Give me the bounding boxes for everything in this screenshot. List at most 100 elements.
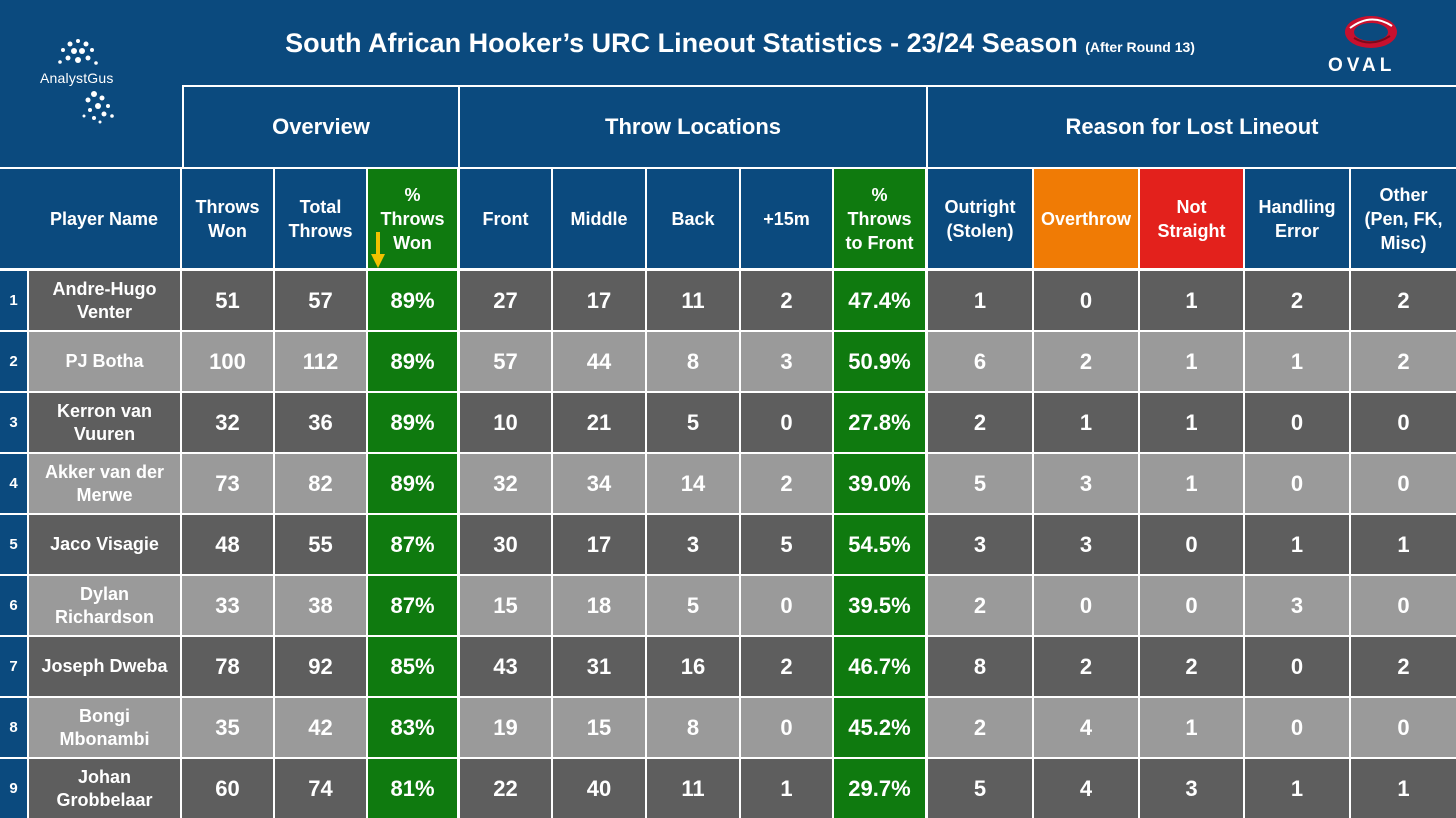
back-cell: 14 <box>647 454 739 513</box>
pctfront-cell: 50.9% <box>834 332 925 391</box>
name-cell: Dylan Richardson <box>29 576 180 635</box>
overthrow-cell: 4 <box>1034 759 1138 818</box>
pctfront-cell: 45.2% <box>834 698 925 757</box>
overthrow-cell: 0 <box>1034 576 1138 635</box>
rank-cell: 9 <box>0 759 27 818</box>
p15-cell: 2 <box>741 454 832 513</box>
col-pct-throws-front: % Throws to Front <box>834 169 925 268</box>
handling-cell: 2 <box>1245 271 1349 330</box>
p15-cell: 2 <box>741 637 832 696</box>
rank-cell: 2 <box>0 332 27 391</box>
back-cell: 8 <box>647 332 739 391</box>
table-row: 7 Joseph Dweba 78 92 85% 43 31 16 2 46.7% 8 2 2 0 2 <box>0 637 1456 696</box>
pctfront-cell: 39.5% <box>834 576 925 635</box>
middle-cell: 21 <box>553 393 645 452</box>
handling-cell: 1 <box>1245 332 1349 391</box>
outright-cell: 2 <box>928 393 1032 452</box>
total-cell: 82 <box>275 454 366 513</box>
notstraight-cell: 1 <box>1140 332 1243 391</box>
col-handling-l1: Handling <box>1258 196 1336 217</box>
pct-cell: 89% <box>368 271 457 330</box>
total-cell: 57 <box>275 271 366 330</box>
title-subtitle: (After Round 13) <box>1085 39 1195 55</box>
name-cell: Bongi Mbonambi <box>29 698 180 757</box>
middle-cell: 17 <box>553 271 645 330</box>
player-name-line: Andre-Hugo <box>52 278 157 299</box>
col-pct-won-l2: Throws <box>380 208 445 229</box>
other-cell: 2 <box>1351 332 1456 391</box>
player-name-line: Jaco Visagie <box>50 534 159 554</box>
page-title: South African Hooker’s URC Lineout Stati… <box>185 28 1295 59</box>
front-cell: 43 <box>460 637 551 696</box>
col-pct-throws-won: % Throws Won <box>368 169 457 268</box>
col-not-straight-l2: Straight <box>1157 220 1226 241</box>
sort-arrow-icon <box>371 232 385 268</box>
col-throws-won: Throws Won <box>182 169 273 268</box>
total-cell: 112 <box>275 332 366 391</box>
front-cell: 30 <box>460 515 551 574</box>
col-other-l1: Other <box>1379 184 1428 205</box>
name-cell: Jaco Visagie <box>29 515 180 574</box>
group-throw-locations: Throw Locations <box>458 85 926 167</box>
won-cell: 100 <box>182 332 273 391</box>
won-cell: 78 <box>182 637 273 696</box>
col-handling-error: Handling Error <box>1245 169 1349 268</box>
p15-cell: 0 <box>741 393 832 452</box>
col-overthrow: Overthrow <box>1034 169 1138 268</box>
rank-cell: 1 <box>0 271 27 330</box>
middle-cell: 18 <box>553 576 645 635</box>
handling-cell: 0 <box>1245 454 1349 513</box>
col-throws-won-l1: Throws <box>195 196 260 217</box>
col-plus15m: +15m <box>741 169 832 268</box>
pctfront-cell: 27.8% <box>834 393 925 452</box>
total-cell: 92 <box>275 637 366 696</box>
outright-cell: 8 <box>928 637 1032 696</box>
oval-logo-text: OVAL <box>1328 55 1396 76</box>
col-other: Other (Pen, FK, Misc) <box>1351 169 1456 268</box>
oval-logo-icon <box>1345 16 1397 48</box>
col-pct-won-l3: Won <box>393 232 432 253</box>
other-cell: 0 <box>1351 393 1456 452</box>
middle-cell: 15 <box>553 698 645 757</box>
won-cell: 60 <box>182 759 273 818</box>
overthrow-cell: 1 <box>1034 393 1138 452</box>
back-cell: 16 <box>647 637 739 696</box>
pct-cell: 89% <box>368 332 457 391</box>
notstraight-cell: 1 <box>1140 271 1243 330</box>
p15-cell: 0 <box>741 698 832 757</box>
back-cell: 3 <box>647 515 739 574</box>
notstraight-cell: 1 <box>1140 698 1243 757</box>
player-name-line: Richardson <box>54 606 155 627</box>
handling-cell: 0 <box>1245 393 1349 452</box>
won-cell: 33 <box>182 576 273 635</box>
rank-cell: 4 <box>0 454 27 513</box>
name-cell: Johan Grobbelaar <box>29 759 180 818</box>
won-cell: 48 <box>182 515 273 574</box>
table-row: 2 PJ Botha 100 112 89% 57 44 8 3 50.9% 6 2 1 1 2 <box>0 332 1456 391</box>
front-cell: 32 <box>460 454 551 513</box>
group-reason-lost: Reason for Lost Lineout <box>926 85 1456 167</box>
col-total-throws-l1: Total <box>299 196 342 217</box>
col-front: Front <box>460 169 551 268</box>
other-cell: 0 <box>1351 698 1456 757</box>
handling-cell: 0 <box>1245 637 1349 696</box>
table-row: 3 Kerron van Vuuren 32 36 89% 10 21 5 0 27.8% 2 1 1 0 0 <box>0 393 1456 452</box>
outright-cell: 1 <box>928 271 1032 330</box>
outright-cell: 2 <box>928 576 1032 635</box>
back-cell: 5 <box>647 576 739 635</box>
overthrow-cell: 2 <box>1034 332 1138 391</box>
name-cell: Andre-Hugo Venter <box>29 271 180 330</box>
player-name-line: Merwe <box>76 484 133 505</box>
middle-cell: 17 <box>553 515 645 574</box>
total-cell: 36 <box>275 393 366 452</box>
player-name-line: Dylan <box>79 583 130 604</box>
col-other-l2: (Pen, FK, <box>1364 208 1443 229</box>
rank-cell: 5 <box>0 515 27 574</box>
pct-cell: 89% <box>368 393 457 452</box>
front-cell: 15 <box>460 576 551 635</box>
pctfront-cell: 29.7% <box>834 759 925 818</box>
col-pct-front-l3: to Front <box>845 232 914 253</box>
player-name-line: Mbonambi <box>59 728 150 749</box>
player-name-line: Bongi <box>79 705 130 726</box>
